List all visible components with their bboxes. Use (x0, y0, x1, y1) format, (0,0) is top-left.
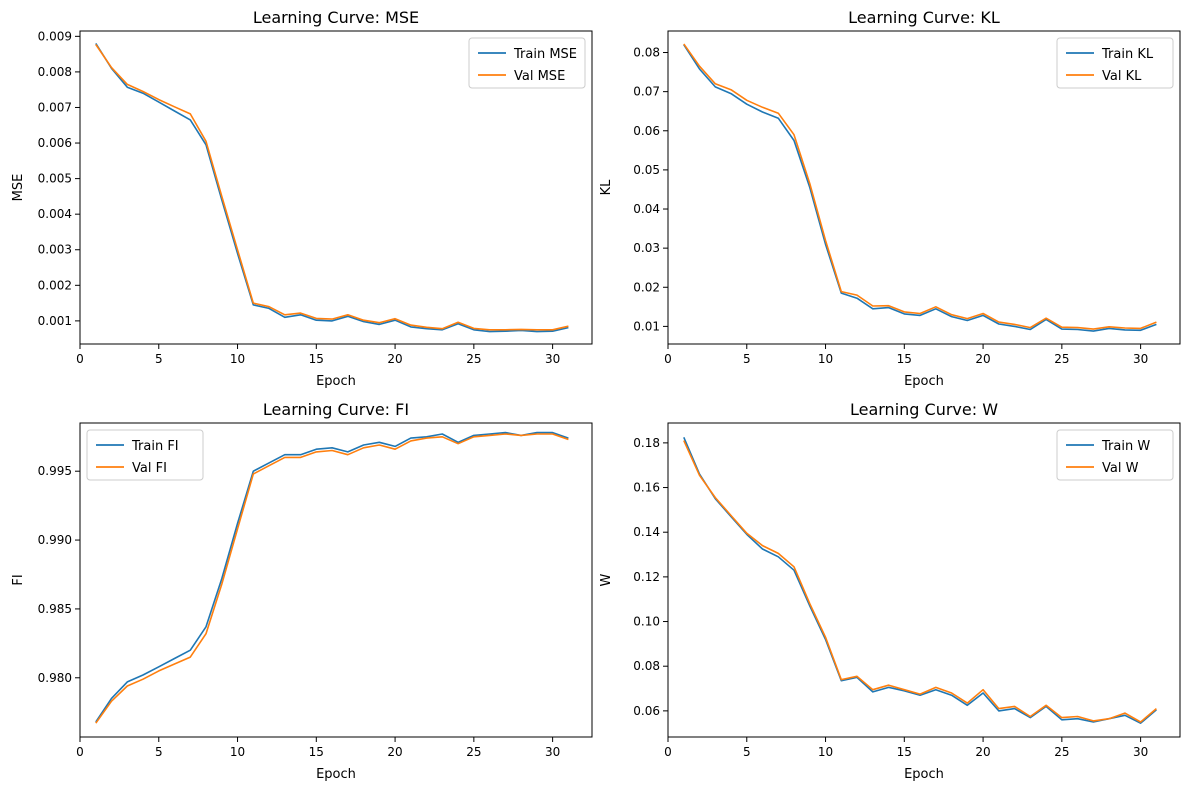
x-axis-label: Epoch (904, 767, 944, 782)
x-tick-label: 5 (155, 745, 163, 759)
plot-frame (79, 30, 593, 345)
y-tick-label: 0.03 (633, 241, 660, 255)
x-tick-label: 30 (545, 352, 560, 366)
legend-label: Val W (1102, 461, 1139, 476)
y-tick-label: 0.995 (38, 464, 72, 478)
chart-title: Learning Curve: MSE (253, 8, 419, 27)
series-line-val (95, 44, 569, 331)
chart-title: Learning Curve: W (850, 400, 998, 419)
chart-panel-3: Learning Curve: FI 0 5 10 15 20 25 30 0.980 0.985… (11, 400, 593, 782)
legend-label: Val KL (1102, 69, 1142, 84)
x-axis-label: Epoch (316, 374, 356, 389)
legend: Train KL Val KL (1056, 37, 1174, 89)
x-tick-label: 0 (76, 352, 84, 366)
y-tick-label: 0.005 (38, 172, 72, 186)
x-tick-label: 5 (743, 745, 751, 759)
x-tick-label: 25 (1054, 745, 1069, 759)
y-tick-label: 0.002 (38, 278, 72, 292)
series-line-train (95, 42, 569, 333)
y-tick-label: 0.01 (633, 319, 660, 333)
y-tick-label: 0.02 (633, 280, 660, 294)
y-tick-label: 0.990 (38, 533, 72, 547)
x-tick-label: 20 (387, 745, 402, 759)
x-tick-label: 25 (466, 352, 481, 366)
legend-label: Train MSE (513, 47, 577, 62)
legend: Train FI Val FI (86, 429, 204, 481)
y-tick-label: 0.10 (633, 615, 660, 629)
series-line-val (95, 433, 569, 724)
y-tick-label: 0.004 (38, 207, 72, 221)
y-tick-label: 0.18 (633, 436, 660, 450)
x-tick-label: 5 (155, 352, 163, 366)
x-tick-label: 10 (818, 745, 833, 759)
plot-frame (667, 30, 1181, 345)
x-tick-label: 30 (1133, 352, 1148, 366)
series-line-train (683, 44, 1157, 332)
y-tick-label: 0.008 (38, 65, 72, 79)
chart-panel-1: Learning Curve: MSE 0 5 10 15 20 25 30 0.001 0.00… (11, 8, 593, 389)
y-axis-label: KL (599, 179, 614, 196)
y-tick-label: 0.06 (633, 704, 660, 718)
plot-frame (79, 422, 593, 738)
y-tick-label: 0.04 (633, 202, 660, 216)
y-tick-label: 0.009 (38, 29, 72, 43)
y-tick-label: 0.16 (633, 481, 660, 495)
plot-frame (667, 422, 1181, 738)
x-tick-label: 30 (1133, 745, 1148, 759)
series-line-train (95, 431, 569, 723)
legend-label: Val FI (132, 461, 167, 476)
series-line-train (683, 436, 1157, 725)
chart-title: Learning Curve: KL (848, 8, 1000, 27)
x-tick-label: 0 (664, 352, 672, 366)
x-tick-label: 25 (1054, 352, 1069, 366)
x-tick-label: 20 (387, 352, 402, 366)
x-tick-label: 15 (309, 352, 324, 366)
x-tick-label: 0 (76, 745, 84, 759)
y-tick-label: 0.985 (38, 602, 72, 616)
y-axis-label: MSE (11, 174, 26, 202)
legend: Train MSE Val MSE (468, 37, 586, 89)
y-tick-label: 0.07 (633, 85, 660, 99)
y-tick-label: 0.14 (633, 525, 660, 539)
series-line-val (683, 43, 1157, 330)
y-tick-label: 0.06 (633, 124, 660, 138)
chart-title: Learning Curve: FI (263, 400, 409, 419)
x-tick-label: 25 (466, 745, 481, 759)
legend-label: Train FI (131, 439, 179, 454)
x-axis-label: Epoch (904, 374, 944, 389)
x-tick-label: 20 (975, 352, 990, 366)
x-tick-label: 15 (309, 745, 324, 759)
x-tick-label: 30 (545, 745, 560, 759)
legend: Train W Val W (1056, 429, 1174, 481)
y-tick-label: 0.12 (633, 570, 660, 584)
x-tick-label: 15 (897, 745, 912, 759)
x-tick-label: 10 (230, 745, 245, 759)
legend-label: Val MSE (514, 69, 565, 84)
y-tick-label: 0.05 (633, 163, 660, 177)
y-tick-label: 0.08 (633, 46, 660, 60)
chart-panel-4: Learning Curve: W 0 5 10 15 20 25 30 0.06 0.08 0.1… (599, 400, 1181, 782)
x-axis-label: Epoch (316, 767, 356, 782)
y-tick-label: 0.08 (633, 659, 660, 673)
legend-label: Train W (1101, 439, 1150, 454)
y-axis-label: FI (11, 574, 26, 585)
y-tick-label: 0.006 (38, 136, 72, 150)
series-line-val (683, 440, 1157, 723)
y-tick-label: 0.007 (38, 100, 72, 114)
legend-label: Train KL (1101, 47, 1154, 62)
y-tick-label: 0.980 (38, 671, 72, 685)
x-tick-label: 5 (743, 352, 751, 366)
x-tick-label: 10 (818, 352, 833, 366)
y-tick-label: 0.003 (38, 243, 72, 257)
x-tick-label: 20 (975, 745, 990, 759)
x-tick-label: 10 (230, 352, 245, 366)
chart-panel-2: Learning Curve: KL 0 5 10 15 20 25 30 0.01 0.02 0.… (599, 8, 1181, 389)
y-axis-label: W (599, 573, 614, 586)
y-tick-label: 0.001 (38, 314, 72, 328)
x-tick-label: 15 (897, 352, 912, 366)
x-tick-label: 0 (664, 745, 672, 759)
